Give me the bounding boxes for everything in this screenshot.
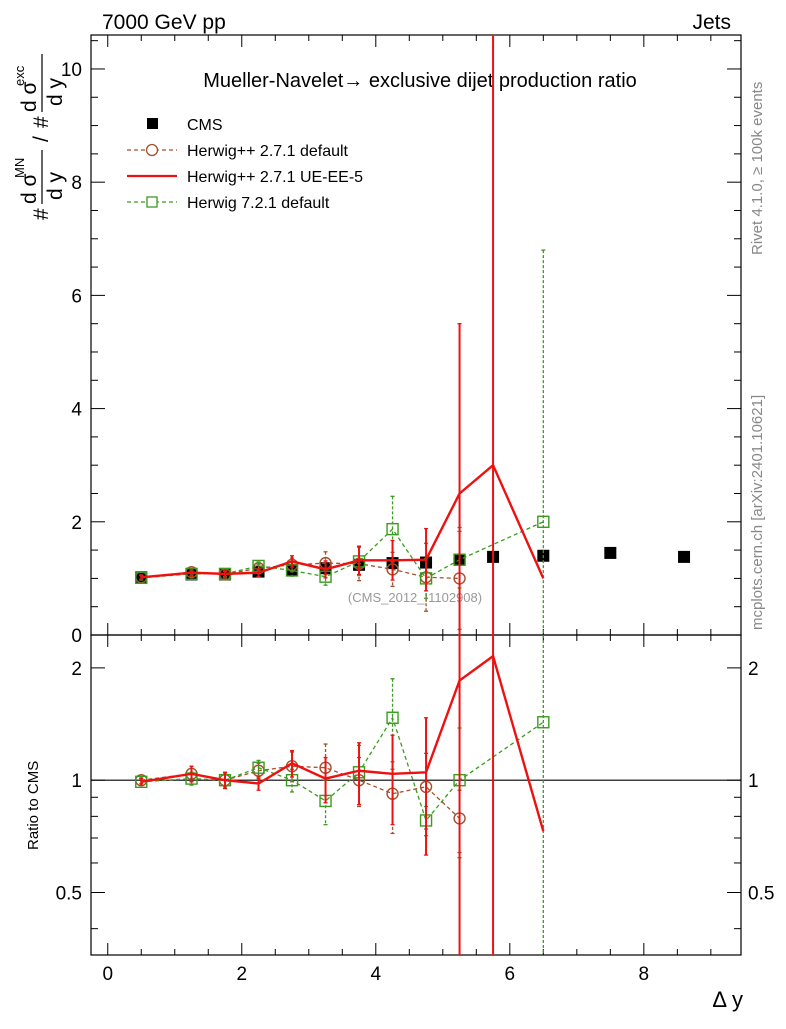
y-tick-label: 6 [71,286,82,307]
y-axis-label-denom1: d y [44,171,67,200]
ratio-point-herwig721 [386,711,399,724]
ratio-tick-label: 2 [71,659,82,680]
header-energy: 7000 GeV pp [102,11,226,34]
legend-herwig271-marker [145,143,159,157]
y-tick-label: 2 [71,513,82,534]
x-tick-label: 2 [236,964,247,985]
ratio-tick-label: 0.5 [56,884,82,905]
ratio-tick-label-right: 0.5 [748,884,774,905]
ratio-panel-series [135,635,550,955]
y-tick-label: 4 [71,400,82,421]
x-tick-label: 6 [505,964,516,985]
x-tick-label: 4 [371,964,382,985]
y-axis-label: # d σ MN d y / # d σ exc d y [12,54,67,220]
y-axis-label-sup2: exc [12,65,27,86]
series-line-ratio [141,765,461,819]
y-axis-label-hash2: # [30,116,53,128]
x-axis-label: Δ y [712,987,743,1012]
y-axis-label-numer1: d σ [18,173,41,204]
data-point-cms [678,550,691,563]
ratio-tick-label-right: 2 [748,659,759,680]
analysis-watermark: (CMS_2012_I1102908) [348,590,482,605]
ratio-tick-label-right: 1 [748,771,759,792]
y-axis-label-denom2: d y [44,77,67,106]
legend-herwig721-marker [146,196,158,208]
x-tick-label: 0 [102,964,113,985]
legend-cms: CMS [187,117,223,134]
ratio-frame [90,634,742,956]
legend: CMS Herwig++ 2.7.1 default Herwig++ 2.7.… [127,117,363,212]
data-point-herwig721 [386,522,399,536]
y-axis-label-sup1: MN [12,158,27,178]
series-line-main [141,463,545,579]
legend-herwig271: Herwig++ 2.7.1 default [187,143,349,160]
series-line-main [141,562,460,580]
y-tick-label: 0 [71,626,82,647]
chart-title: Mueller-Navelet→ exclusive dijet product… [203,70,637,92]
ratio-tick-label: 1 [71,771,82,792]
y-tick-label: 10 [61,60,82,81]
data-point-cms [604,546,617,559]
y-axis-label-numer2: d σ [18,81,41,112]
mcplots-label: mcplots.cern.ch [arXiv:2401.10621] [749,395,766,630]
rivet-label: Rivet 4.1.0, ≥ 100k events [749,82,766,255]
main-panel-series [135,35,691,635]
x-tick-label: 8 [639,964,650,985]
series-line-main [141,521,544,580]
data-point-herwig721 [537,515,550,528]
legend-herwig721: Herwig 7.2.1 default [187,195,330,212]
legend-cms-marker [147,118,158,129]
ratio-point-herwig721 [252,761,265,774]
ratio-point-herwig721 [537,716,550,729]
header-group: Jets [692,11,731,34]
series-line-ratio [141,654,545,832]
y-axis-label-slash: / [30,136,53,142]
y-axis-label-hash1: # [30,208,53,220]
series-line-ratio [141,716,544,822]
legend-ueee5: Herwig++ 2.7.1 UE-EE-5 [187,169,363,186]
y-tick-label: 8 [71,173,82,194]
ratio-y-label: Ratio to CMS [25,761,42,850]
